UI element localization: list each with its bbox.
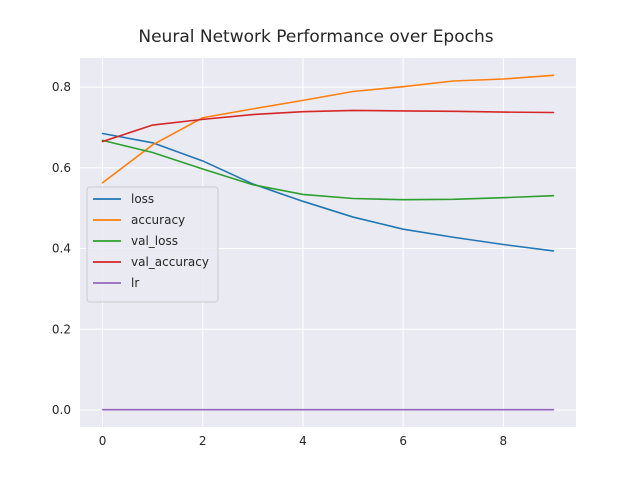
series-line-loss	[101, 132, 555, 252]
x-axis-ticks: 0 2 4 6 8	[99, 434, 507, 448]
x-tick-label: 2	[199, 434, 207, 448]
x-tick-label: 8	[500, 434, 508, 448]
series-lines	[101, 74, 555, 411]
x-tick-label: 4	[299, 434, 307, 448]
series-line-val-loss	[101, 139, 555, 201]
legend-label: accuracy	[131, 213, 185, 227]
y-tick-label: 0.6	[52, 161, 71, 175]
legend-label: val_accuracy	[131, 255, 209, 269]
y-tick-label: 0.0	[52, 403, 71, 417]
y-axis-ticks: 0.0 0.2 0.4 0.6 0.8	[52, 80, 71, 417]
series-line-val-accuracy	[101, 109, 555, 143]
legend-label: loss	[131, 192, 154, 206]
legend-label: lr	[131, 276, 139, 290]
x-tick-label: 0	[99, 434, 107, 448]
legend-box	[86, 186, 219, 303]
legend-label: val_loss	[131, 234, 178, 248]
series-line-accuracy	[101, 74, 555, 184]
x-tick-label: 6	[399, 434, 407, 448]
y-tick-label: 0.8	[52, 80, 71, 94]
y-tick-label: 0.4	[52, 242, 71, 256]
chart-title: Neural Network Performance over Epochs	[138, 27, 493, 47]
y-tick-label: 0.2	[52, 322, 71, 336]
